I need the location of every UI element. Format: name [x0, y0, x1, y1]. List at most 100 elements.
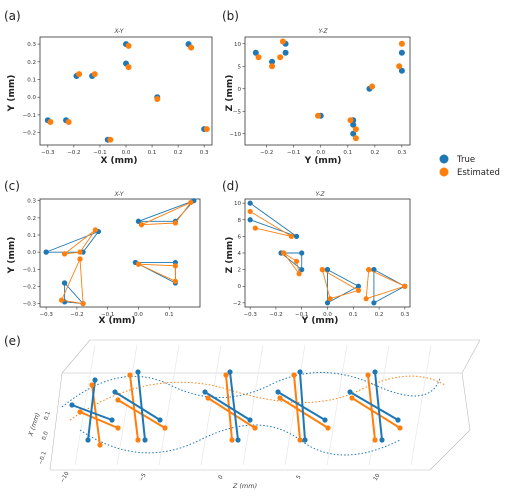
point-estimated	[247, 208, 253, 215]
bar-true	[277, 391, 326, 421]
point-true	[355, 283, 362, 289]
point-estimated	[347, 117, 354, 124]
plot-frame	[244, 36, 411, 146]
x-tick-label: 0.0	[323, 312, 332, 318]
x-tick-label: 0.1	[349, 312, 358, 318]
node-true	[92, 377, 98, 383]
x-tick-label: 0.2	[174, 150, 183, 156]
node-true	[135, 369, 141, 375]
title-c: X-Y	[114, 191, 125, 198]
point-true	[299, 267, 305, 273]
node-estimated	[252, 425, 258, 431]
bar-true	[349, 391, 399, 421]
bar-true	[204, 391, 251, 421]
ylabel-d: Z (mm)	[225, 237, 235, 274]
node-estimated	[127, 372, 133, 378]
title-a: X-Y	[114, 28, 125, 35]
node-true	[322, 417, 328, 423]
point-estimated	[315, 112, 322, 119]
outline-estimated	[141, 202, 192, 226]
node-true	[235, 437, 241, 443]
title-d: Y-Z	[315, 191, 325, 198]
point-estimated	[58, 297, 65, 303]
point-estimated	[65, 118, 72, 125]
outline-estimated	[64, 229, 96, 255]
point-estimated	[363, 296, 369, 302]
point-estimated	[154, 95, 161, 102]
grid-line	[200, 344, 222, 466]
x-tick-label: 0.3	[398, 150, 407, 156]
point-true	[371, 300, 377, 306]
node-true	[142, 437, 148, 443]
point-estimated	[327, 296, 333, 302]
point-estimated	[288, 233, 295, 239]
node-estimated	[205, 395, 211, 401]
x-tick-label: −0.2	[260, 150, 273, 156]
y-tick-label: 10	[234, 42, 241, 48]
y-tick-label: −0.2	[23, 131, 36, 137]
point-estimated	[255, 54, 262, 61]
x-tick-label: 0.0	[134, 312, 143, 318]
node-true	[85, 437, 91, 443]
node-estimated	[365, 372, 371, 378]
legend-label-estimated: Estimated	[457, 168, 500, 178]
node-estimated	[229, 437, 235, 443]
node-true	[157, 417, 163, 423]
bottom-tick-label: 5	[296, 474, 303, 480]
xlabel-b: Y (mm)	[304, 156, 342, 166]
x-tick-label: −0.3	[243, 312, 257, 318]
box-edge	[429, 429, 471, 471]
point-estimated	[188, 199, 194, 206]
node-estimated	[77, 409, 83, 415]
node-true	[227, 369, 233, 375]
panel-label-a: (a)	[4, 9, 21, 23]
point-true	[324, 300, 331, 306]
x-tick-label: 0.1	[165, 312, 174, 318]
box-edge	[461, 339, 481, 374]
point-estimated	[352, 135, 359, 142]
node-estimated	[372, 437, 378, 443]
plot-b: −0.2 −0.1 0.0 0.1 0.2 0.3 −10 −5 0 5 10	[229, 36, 411, 156]
point-true	[43, 249, 49, 255]
point-estimated	[252, 225, 258, 231]
y-tick-label: −5	[233, 109, 242, 115]
grid-line	[284, 344, 306, 466]
ylabel-a: Y (mm)	[7, 75, 17, 113]
side-tick-label: −0.1	[38, 451, 48, 466]
point-estimated	[77, 256, 83, 262]
y-tick-label: 0.3	[27, 199, 36, 205]
outline-estimated	[283, 252, 300, 275]
point-true	[299, 250, 305, 256]
panel-label-c: (c)	[4, 179, 20, 193]
node-estimated	[115, 397, 121, 403]
y-tick-label: 0	[238, 87, 242, 93]
bar-true	[114, 391, 161, 421]
point-estimated	[172, 278, 178, 284]
point-estimated	[91, 71, 98, 78]
bottom-tick-label: 10	[373, 473, 382, 482]
node-estimated	[297, 437, 303, 443]
point-true	[398, 49, 405, 56]
y-tick-label: 0	[238, 284, 242, 290]
x-tick-label: −0.3	[41, 150, 55, 156]
y-tick-label: −0.1	[23, 113, 36, 119]
outline-true	[280, 252, 303, 271]
x-tick-label: 0.1	[148, 150, 157, 156]
node-estimated	[162, 425, 168, 431]
point-estimated	[355, 287, 362, 293]
y-tick-label: 2	[238, 268, 242, 274]
grid-line	[326, 344, 348, 466]
point-estimated	[203, 126, 210, 133]
title-b: Y-Z	[318, 28, 328, 35]
node-true	[109, 417, 115, 423]
point-true	[247, 217, 253, 223]
point-estimated	[135, 261, 142, 267]
x-tick-label: 0.2	[370, 150, 379, 156]
point-estimated	[107, 136, 114, 143]
point-estimated	[269, 63, 276, 70]
node-true	[69, 402, 75, 408]
x-tick-label: 0.3	[400, 312, 409, 318]
point-estimated	[319, 267, 325, 273]
point-true	[350, 121, 357, 128]
y-tick-label: 6	[238, 234, 242, 240]
